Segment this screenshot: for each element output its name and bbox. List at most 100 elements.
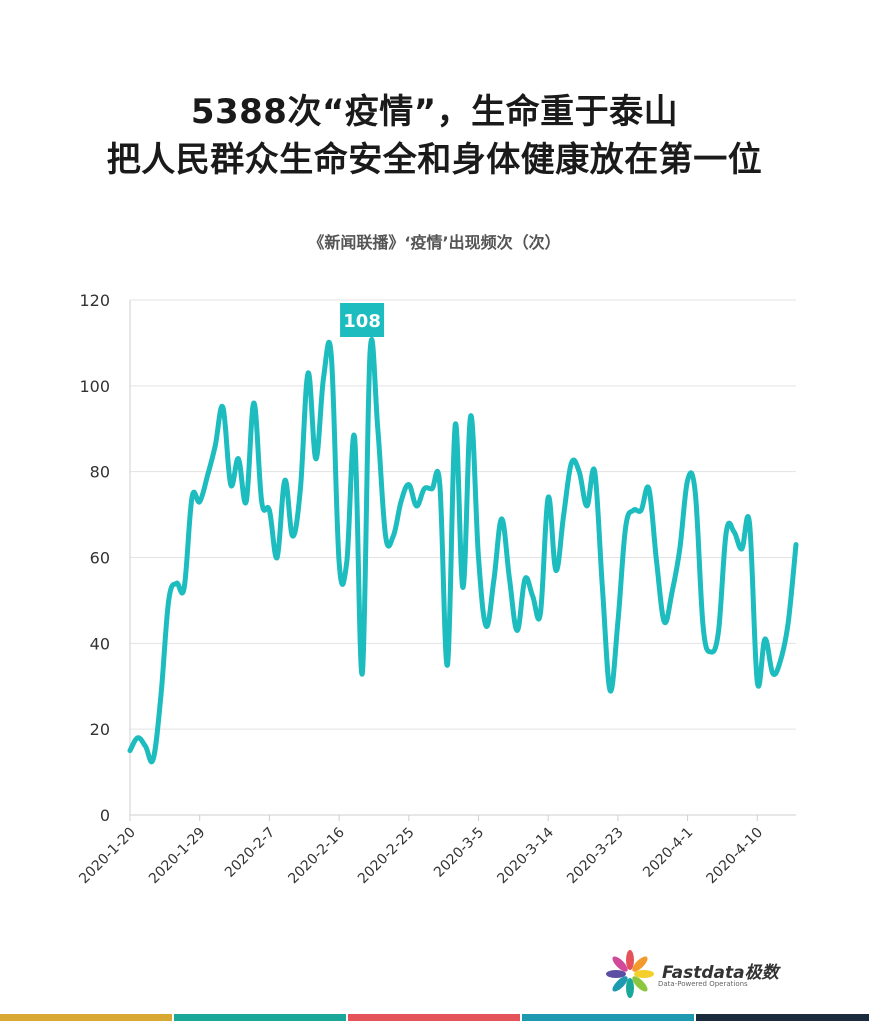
- title-line-1: 5388次“疫情”，生命重于泰山: [190, 92, 679, 132]
- data-point: [608, 689, 612, 693]
- data-point: [523, 577, 527, 581]
- data-point: [353, 435, 357, 439]
- data-point: [337, 560, 341, 564]
- data-point: [732, 530, 736, 534]
- bottom-bar-segment: [348, 1014, 520, 1021]
- data-point: [182, 586, 186, 590]
- x-tick-label: 2020-1-20: [76, 825, 139, 888]
- y-tick-label: 20: [90, 720, 110, 739]
- title-line-2: 把人民群众生命安全和身体健康放在第一位: [106, 140, 763, 180]
- peak-callout-box: [340, 303, 385, 337]
- data-point: [376, 427, 380, 431]
- chart-title: 《新闻联播》‘疫情’出现频次（次）: [308, 233, 561, 252]
- x-tick-label: 2020-4-10: [704, 825, 767, 888]
- bottom-bar-segment: [174, 1014, 346, 1021]
- logo-text: Fastdata极数: [662, 963, 779, 983]
- data-point: [639, 508, 643, 512]
- data-point: [701, 624, 705, 628]
- data-point: [306, 371, 310, 375]
- fastdata-logo: Fastdata极数 Data-Powered Operations: [604, 944, 804, 1004]
- data-point: [748, 521, 752, 525]
- flower-logo-icon: [606, 950, 654, 998]
- data-point: [345, 560, 349, 564]
- data-point: [538, 611, 542, 615]
- data-point: [229, 483, 233, 487]
- data-point: [577, 470, 581, 474]
- x-tick-label: 2020-3-14: [494, 824, 557, 887]
- data-point: [314, 457, 318, 461]
- data-point: [469, 414, 473, 418]
- data-point: [244, 500, 248, 504]
- data-point: [492, 577, 496, 581]
- data-point: [128, 749, 132, 753]
- x-tick-label: 2020-2-25: [355, 825, 418, 888]
- data-point: [399, 500, 403, 504]
- data-point: [360, 671, 364, 675]
- data-point: [585, 504, 589, 508]
- data-point: [662, 620, 666, 624]
- x-tick-label: 2020-2-16: [285, 824, 348, 887]
- data-point: [151, 757, 155, 761]
- page-title: 5388次“疫情”，生命重于泰山 把人民群众生命安全和身体健康放在第一位: [0, 88, 869, 184]
- data-point: [260, 500, 264, 504]
- data-point: [724, 530, 728, 534]
- data-point: [531, 594, 535, 598]
- data-point: [500, 517, 504, 521]
- data-point: [686, 478, 690, 482]
- data-point: [236, 457, 240, 461]
- data-point: [283, 478, 287, 482]
- data-point: [693, 491, 697, 495]
- data-point: [213, 444, 217, 448]
- bottom-bar-segment: [522, 1014, 694, 1021]
- data-point: [322, 375, 326, 379]
- data-point: [391, 534, 395, 538]
- data-point: [329, 354, 333, 358]
- data-point: [446, 663, 450, 667]
- y-tick-label: 100: [79, 377, 110, 396]
- data-point: [167, 598, 171, 602]
- data-point: [275, 556, 279, 560]
- bottom-color-bar: [0, 1014, 869, 1021]
- data-point: [554, 568, 558, 572]
- data-point: [368, 350, 372, 354]
- data-point: [779, 659, 783, 663]
- data-point: [786, 620, 790, 624]
- data-point: [647, 487, 651, 491]
- y-tick-label: 0: [100, 806, 110, 825]
- data-point: [717, 628, 721, 632]
- data-point: [190, 495, 194, 499]
- data-point: [298, 487, 302, 491]
- data-point: [678, 547, 682, 551]
- data-point: [143, 744, 147, 748]
- x-tick-label: 2020-2-7: [222, 825, 278, 881]
- data-point: [670, 590, 674, 594]
- data-point: [198, 500, 202, 504]
- x-tick-label: 2020-3-5: [431, 825, 487, 881]
- x-tick-label: 2020-4-1: [640, 825, 696, 881]
- data-point: [507, 577, 511, 581]
- y-tick-label: 80: [90, 463, 110, 482]
- x-tick-label: 2020-1-29: [146, 825, 209, 888]
- bottom-bar-segment: [696, 1014, 869, 1021]
- data-point: [174, 581, 178, 585]
- data-point: [515, 628, 519, 632]
- y-tick-label: 120: [79, 291, 110, 310]
- data-point: [771, 671, 775, 675]
- data-point: [461, 586, 465, 590]
- data-point: [794, 543, 798, 547]
- data-point: [252, 401, 256, 405]
- data-point: [600, 586, 604, 590]
- x-tick-label: 2020-3-23: [564, 825, 627, 888]
- data-point: [755, 680, 759, 684]
- data-point: [415, 504, 419, 508]
- data-point: [407, 483, 411, 487]
- peak-callout-label: 108: [343, 311, 381, 332]
- data-point: [655, 560, 659, 564]
- data-point: [569, 461, 573, 465]
- data-point: [136, 736, 140, 740]
- data-point: [709, 650, 713, 654]
- data-point: [384, 534, 388, 538]
- data-point: [430, 487, 434, 491]
- data-point: [624, 525, 628, 529]
